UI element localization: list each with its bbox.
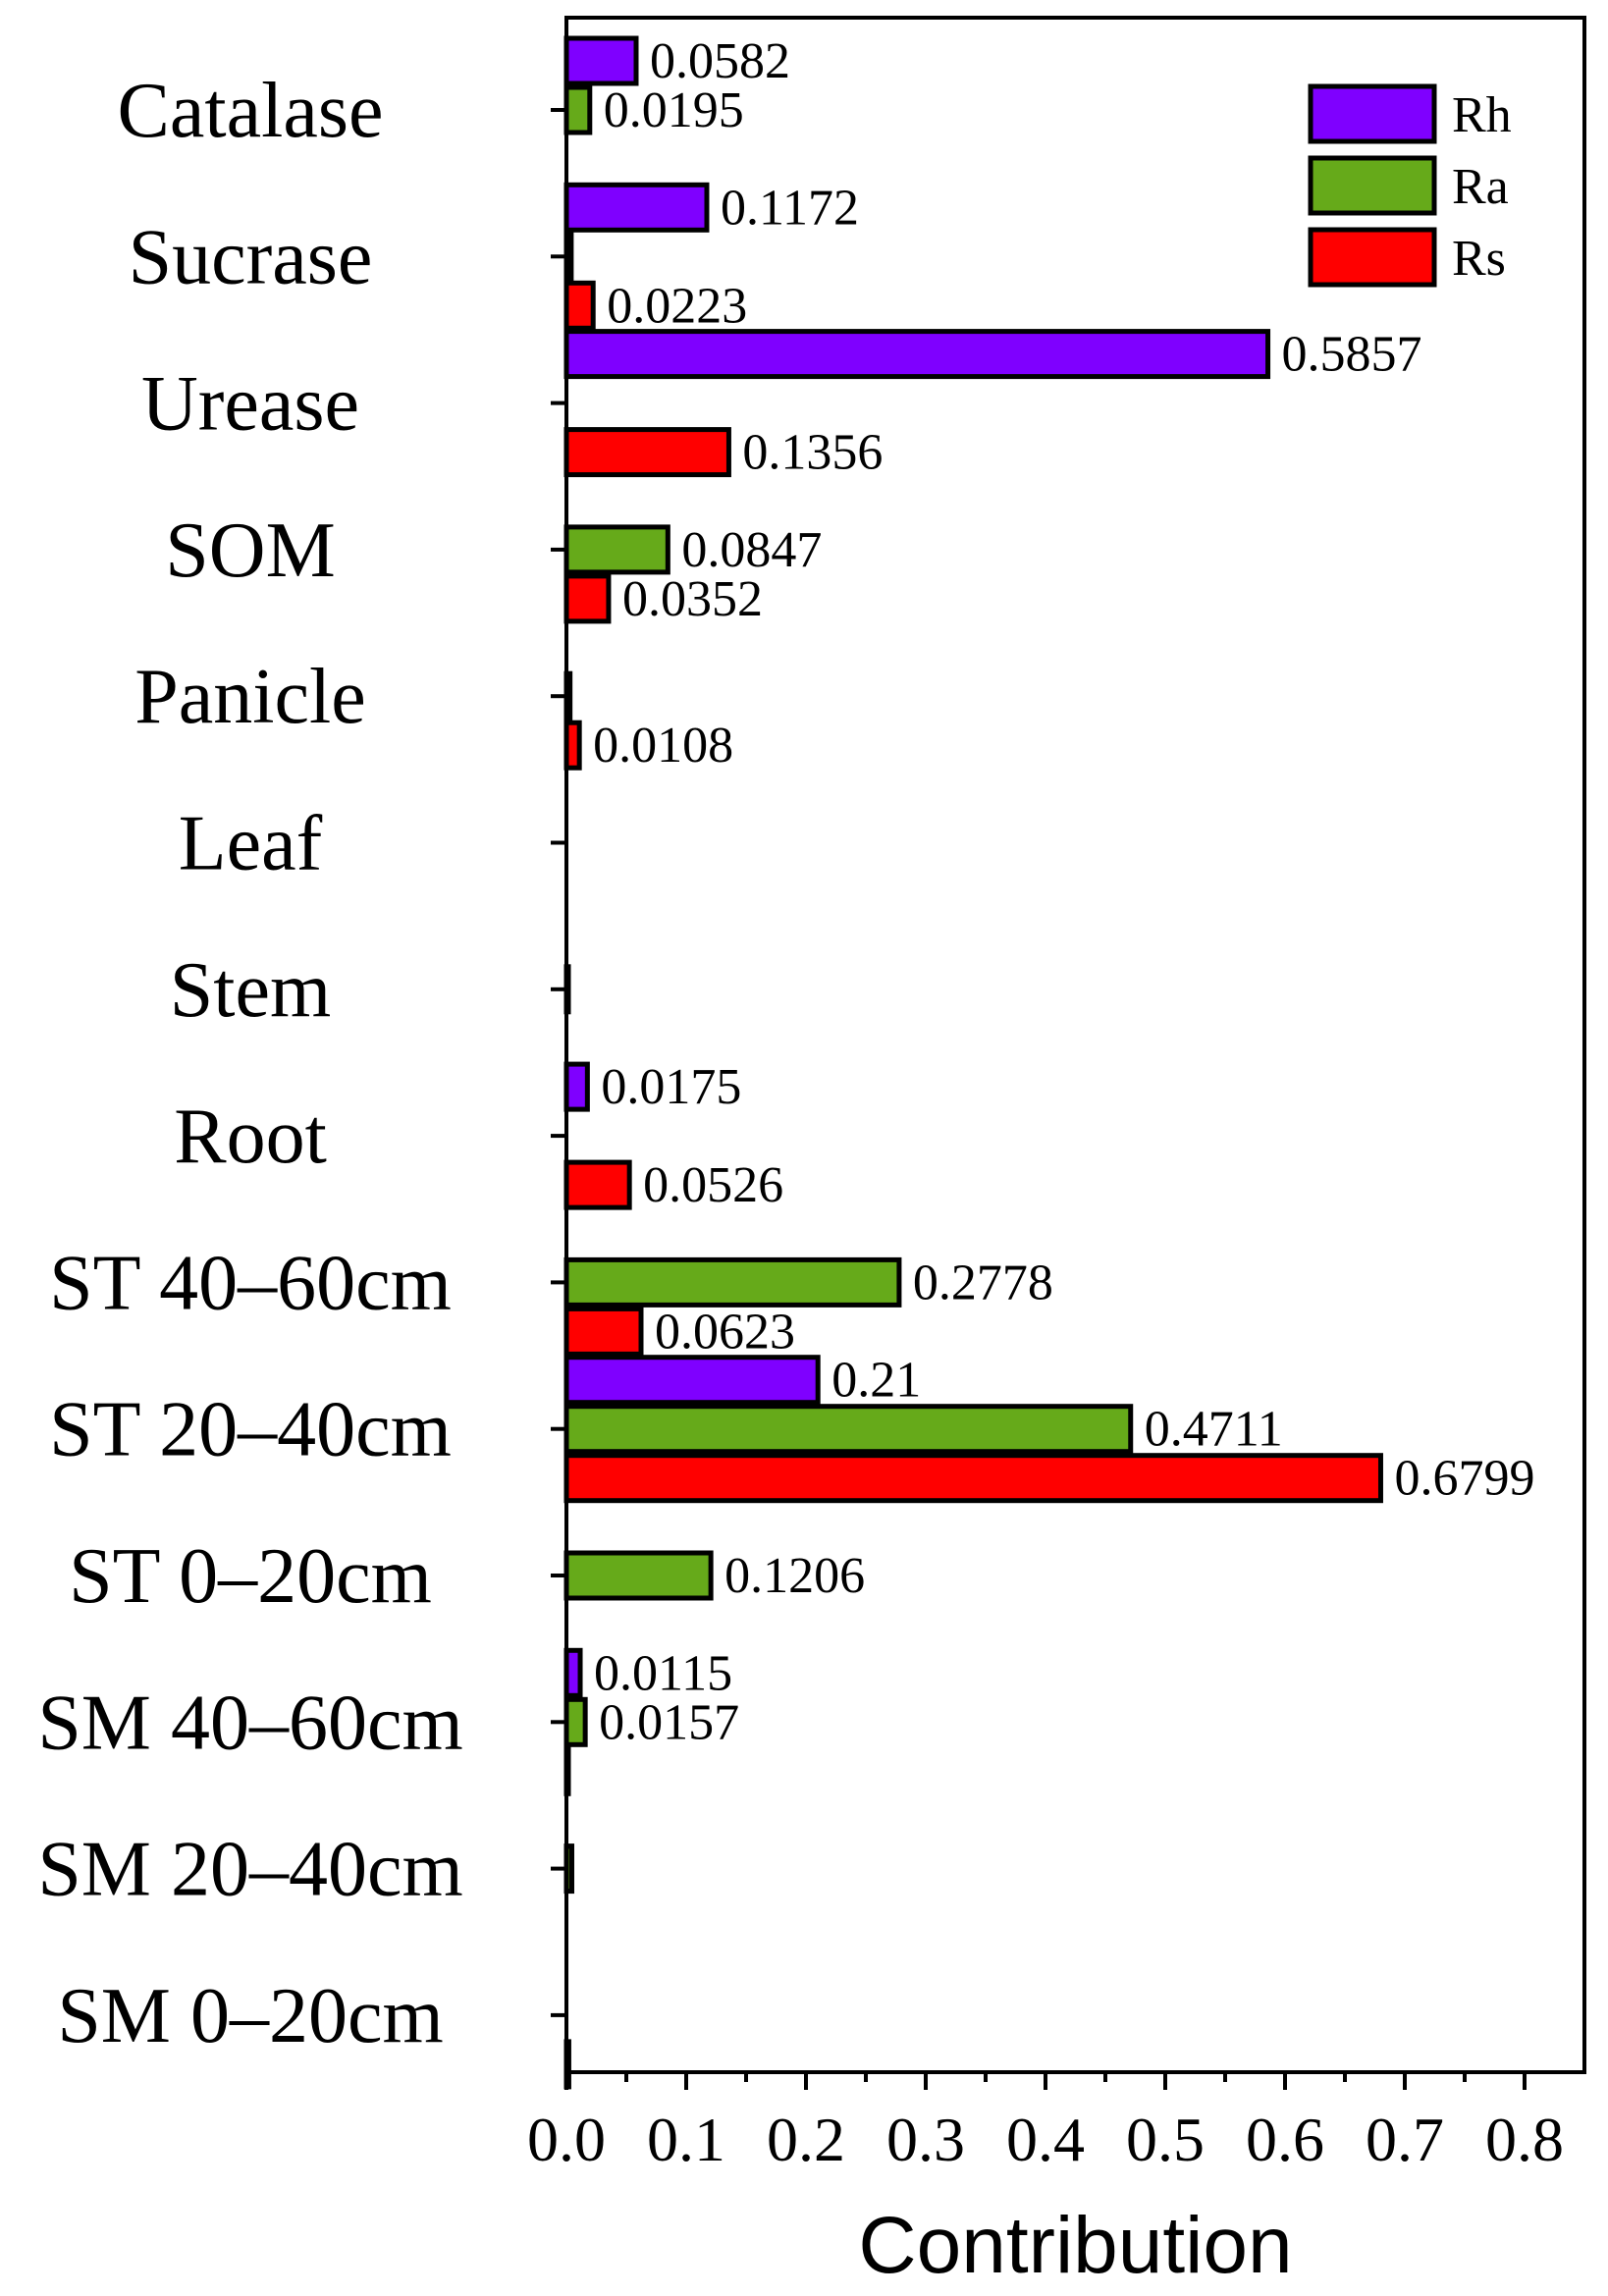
- value-label-rs-1: 0.0223: [607, 278, 747, 334]
- category-label: Catalase: [118, 68, 384, 154]
- value-label-rs-9: 0.6799: [1394, 1451, 1534, 1507]
- value-label-ra-9: 0.4711: [1145, 1402, 1283, 1458]
- value-label-rh-7: 0.0175: [601, 1059, 741, 1115]
- category-label: SM 40–60cm: [37, 1680, 462, 1766]
- bar-rs-7: [563, 1159, 632, 1210]
- value-label-rs-8: 0.0623: [655, 1304, 795, 1360]
- x-tick-label: 0.2: [767, 2105, 845, 2174]
- category-label: ST 40–60cm: [49, 1240, 452, 1326]
- x-tick-label: 0.8: [1485, 2105, 1564, 2174]
- value-label-ra-8: 0.2778: [913, 1255, 1053, 1310]
- legend-label-rs: Rs: [1452, 231, 1506, 287]
- category-label: Leaf: [179, 801, 323, 887]
- bar-rs-8: [563, 1306, 644, 1357]
- bar-rs-9: [563, 1453, 1383, 1504]
- legend-swatch-rs: [1308, 227, 1437, 288]
- value-label-rh-11: 0.0115: [594, 1645, 732, 1701]
- category-label: SM 20–40cm: [37, 1827, 462, 1913]
- x-tick-label: 0.3: [886, 2105, 965, 2174]
- category-label: Root: [174, 1094, 327, 1180]
- bar-ra-3: [563, 524, 670, 575]
- legend-label-ra: Ra: [1452, 159, 1509, 215]
- bar-rh-7: [563, 1061, 590, 1112]
- x-tick-label: 0.6: [1246, 2105, 1324, 2174]
- category-label: SOM: [165, 507, 335, 594]
- value-label-ra-10: 0.1206: [724, 1548, 865, 1604]
- bar-ra-8: [563, 1256, 902, 1308]
- plot-frame: [564, 16, 1586, 2074]
- bar-ra-11: [563, 1696, 588, 1747]
- category-label: Panicle: [134, 654, 365, 740]
- value-label-rh-1: 0.1172: [721, 180, 859, 236]
- value-labels-layer: 0.0582 0.1172 0.5857 0.0175 0.21 0.0115 0.0195…: [593, 33, 1534, 1750]
- bar-rh-11: [563, 1647, 583, 1698]
- value-label-ra-3: 0.0847: [681, 522, 822, 578]
- x-tick-label: 0.4: [1006, 2105, 1085, 2174]
- x-tick-label: 0.1: [647, 2105, 725, 2174]
- bar-rh-9: [563, 1355, 821, 1406]
- value-label-rh-0: 0.0582: [650, 33, 790, 89]
- legend-swatch-ra: [1308, 155, 1437, 216]
- legend-swatch-rh: [1308, 83, 1437, 144]
- bar-ra-10: [563, 1550, 714, 1601]
- value-label-ra-0: 0.0195: [604, 82, 744, 138]
- bar-rh-2: [563, 329, 1271, 380]
- legend-label-rh: Rh: [1452, 87, 1512, 143]
- bar-rs-3: [563, 573, 612, 624]
- value-label-rh-2: 0.5857: [1282, 327, 1422, 383]
- x-tick-label: 0.7: [1366, 2105, 1444, 2174]
- bar-rh-1: [563, 182, 710, 233]
- value-label-rh-9: 0.21: [831, 1353, 921, 1409]
- category-label: Stem: [170, 947, 331, 1034]
- value-label-rs-7: 0.0526: [643, 1157, 783, 1213]
- value-label-rs-2: 0.1356: [742, 425, 883, 481]
- x-tick-label: 0.5: [1126, 2105, 1205, 2174]
- bar-rs-1: [563, 280, 596, 331]
- bar-ra-0: [563, 84, 593, 135]
- value-label-ra-11: 0.0157: [599, 1694, 739, 1750]
- category-label: SM 0–20cm: [57, 1973, 443, 2059]
- category-label: ST 0–20cm: [69, 1533, 432, 1620]
- value-label-rs-3: 0.0352: [622, 571, 763, 627]
- category-label: ST 20–40cm: [49, 1387, 452, 1473]
- category-label: Urease: [141, 361, 359, 448]
- category-label: Sucrase: [129, 214, 373, 300]
- legend: Rh Ra Rs: [1308, 83, 1512, 288]
- bar-rs-2: [563, 427, 731, 478]
- x-tick-label: 0.0: [527, 2105, 606, 2174]
- x-axis-title: Contribution: [858, 2201, 1292, 2290]
- bar-rh-0: [563, 35, 639, 86]
- bar-ra-9: [563, 1404, 1134, 1455]
- axis-layer: Catalase Sucrase Urease SOM Panicle Leaf Stem R…: [37, 68, 1564, 2174]
- value-label-rs-4: 0.0108: [593, 718, 733, 774]
